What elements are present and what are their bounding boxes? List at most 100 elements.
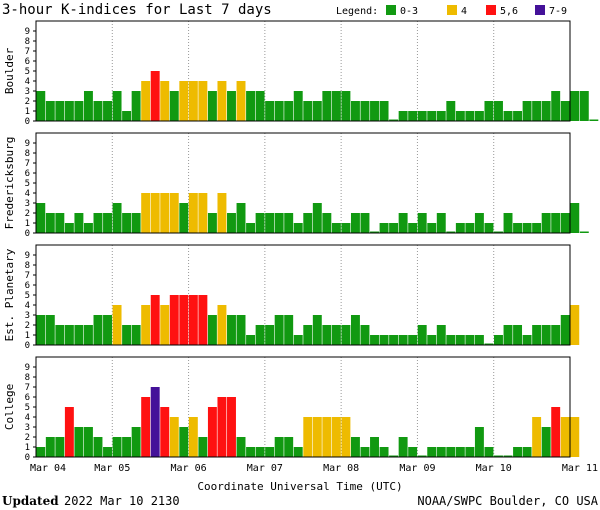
bar xyxy=(55,213,65,233)
bar xyxy=(303,325,313,345)
bar xyxy=(570,91,580,121)
bar xyxy=(341,325,351,345)
y-tick-label: 2 xyxy=(25,209,30,219)
bar xyxy=(141,193,151,233)
y-tick-label: 4 xyxy=(25,189,30,199)
bar xyxy=(217,193,227,233)
bar xyxy=(446,231,456,233)
bar xyxy=(503,325,513,345)
y-tick-label: 3 xyxy=(25,199,30,209)
bar xyxy=(293,91,303,121)
bar xyxy=(45,101,55,121)
x-tick-label: Mar 08 xyxy=(323,463,359,474)
y-tick-label: 0 xyxy=(25,453,30,463)
bar xyxy=(350,315,360,345)
bar xyxy=(45,437,55,457)
bar xyxy=(207,213,217,233)
bar xyxy=(55,101,65,121)
bar xyxy=(64,101,74,121)
legend-swatch-0 xyxy=(386,5,396,15)
bar xyxy=(122,437,132,457)
bar xyxy=(64,325,74,345)
bar xyxy=(217,305,227,345)
bar xyxy=(331,325,341,345)
bar xyxy=(389,223,399,233)
bar xyxy=(284,101,294,121)
bar xyxy=(551,325,561,345)
bar xyxy=(350,101,360,121)
bar xyxy=(322,91,332,121)
bar xyxy=(284,437,294,457)
y-tick-label: 7 xyxy=(25,271,30,281)
bar xyxy=(532,223,542,233)
bar xyxy=(274,213,284,233)
bar xyxy=(350,213,360,233)
bar xyxy=(513,447,523,457)
bar xyxy=(560,213,570,233)
y-tick-label: 8 xyxy=(25,373,30,383)
bar xyxy=(169,91,179,121)
y-tick-label: 1 xyxy=(25,443,30,453)
y-tick-label: 1 xyxy=(25,331,30,341)
bar xyxy=(227,315,236,345)
bar xyxy=(579,231,589,233)
bar xyxy=(331,91,341,121)
bar xyxy=(360,447,370,457)
bar xyxy=(541,101,551,121)
bar xyxy=(255,213,265,233)
bar xyxy=(541,213,551,233)
bar xyxy=(103,101,112,121)
bar xyxy=(64,223,74,233)
bar xyxy=(227,397,236,457)
bar xyxy=(207,91,217,121)
bar xyxy=(45,213,55,233)
bar xyxy=(122,213,132,233)
legend-swatch-1 xyxy=(447,5,457,15)
bar xyxy=(455,223,465,233)
panel-label: Fredericksburg xyxy=(3,137,16,230)
y-tick-label: 4 xyxy=(25,301,30,311)
bar xyxy=(370,101,379,121)
y-tick-label: 1 xyxy=(25,219,30,229)
bar xyxy=(551,91,561,121)
bar xyxy=(370,335,379,345)
bar xyxy=(236,81,246,121)
y-tick-label: 4 xyxy=(25,77,30,87)
bar xyxy=(227,91,236,121)
bar xyxy=(389,455,399,457)
bar xyxy=(93,101,103,121)
bar xyxy=(322,417,332,457)
bar xyxy=(465,111,475,121)
bar xyxy=(198,81,208,121)
bar xyxy=(103,315,112,345)
legend-item-2: 5,6 xyxy=(500,6,518,17)
bar xyxy=(112,305,122,345)
bar xyxy=(36,315,46,345)
bar xyxy=(122,111,132,121)
bar xyxy=(150,71,160,121)
bar xyxy=(293,223,303,233)
bar xyxy=(322,213,332,233)
legend-swatch-3 xyxy=(535,5,545,15)
y-tick-label: 9 xyxy=(25,251,30,261)
bar xyxy=(160,305,170,345)
y-tick-label: 2 xyxy=(25,97,30,107)
bar xyxy=(64,407,74,457)
y-tick-label: 3 xyxy=(25,423,30,433)
bar xyxy=(341,91,351,121)
y-tick-label: 8 xyxy=(25,149,30,159)
bar xyxy=(74,101,84,121)
y-tick-label: 2 xyxy=(25,321,30,331)
bar xyxy=(93,437,103,457)
y-tick-label: 2 xyxy=(25,433,30,443)
bar xyxy=(570,417,580,457)
bar xyxy=(36,203,46,233)
bar xyxy=(274,101,284,121)
bar xyxy=(446,101,456,121)
x-tick-label: Mar 07 xyxy=(247,463,283,474)
bar xyxy=(93,315,103,345)
bar xyxy=(265,325,275,345)
x-tick-label: Mar 04 xyxy=(30,463,66,474)
bar xyxy=(417,213,427,233)
y-tick-label: 5 xyxy=(25,179,30,189)
